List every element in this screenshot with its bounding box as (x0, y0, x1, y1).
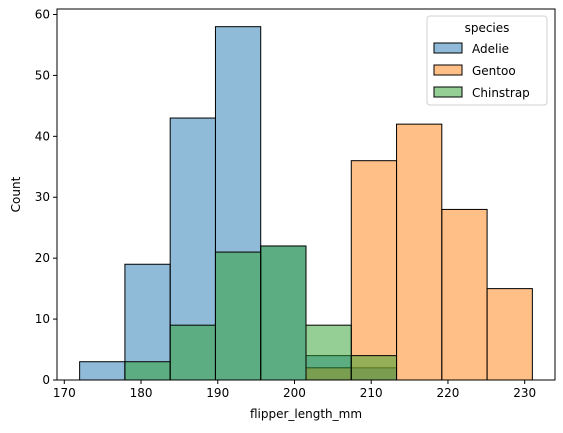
legend-title: species (465, 21, 510, 35)
legend-box (426, 15, 548, 106)
bar-gentoo-6 (350, 160, 398, 381)
bar-chinstrap-1 (124, 361, 171, 381)
x-axis-ticks: 170 180 190 200 210 220 230 (53, 380, 536, 400)
legend-swatch-chinstrap (433, 86, 463, 98)
x-tick-label: 210 (360, 386, 383, 400)
bar-chinstrap-3 (214, 251, 262, 381)
y-tick-label: 40 (35, 129, 50, 143)
y-tick-label: 20 (35, 251, 50, 265)
legend-label-adelie: Adelie (472, 42, 509, 56)
y-tick-label: 60 (35, 7, 50, 21)
bar-chinstrap-2 (169, 324, 216, 381)
bar-gentoo-9 (486, 288, 533, 381)
y-tick-label: 30 (35, 190, 50, 204)
y-axis-label: Count (9, 176, 23, 212)
x-tick-label: 220 (437, 386, 460, 400)
legend-swatch-gentoo (433, 64, 463, 76)
bar-chinstrap-5 (305, 324, 352, 381)
bar-gentoo-7 (396, 123, 443, 381)
bar-adelie-1 (124, 263, 171, 381)
legend-label-chinstrap: Chinstrap (472, 86, 530, 100)
plot-frame (56, 8, 556, 381)
y-tick-label: 0 (42, 373, 50, 387)
x-tick-label: 180 (130, 386, 153, 400)
bar-gentoo-8 (441, 208, 488, 381)
x-axis-label: flipper_length_mm (250, 407, 362, 421)
legend-items: Adelie Gentoo Chinstrap (433, 42, 530, 100)
x-tick-label: 190 (206, 386, 229, 400)
bars-layer (79, 26, 533, 381)
legend-swatch-adelie (433, 42, 463, 54)
legend: species Adelie Gentoo Chinstrap (426, 15, 548, 106)
legend-label-gentoo: Gentoo (472, 64, 516, 78)
bar-chinstrap-6 (350, 355, 398, 381)
y-tick-label: 50 (35, 68, 50, 82)
y-axis-ticks: 0 10 20 30 40 50 60 (35, 7, 57, 387)
x-tick-label: 170 (53, 386, 76, 400)
x-tick-label: 230 (513, 386, 536, 400)
bar-chinstrap-4 (260, 245, 307, 381)
y-tick-label: 10 (35, 312, 50, 326)
x-tick-label: 200 (283, 386, 306, 400)
bar-adelie-0 (79, 361, 126, 381)
